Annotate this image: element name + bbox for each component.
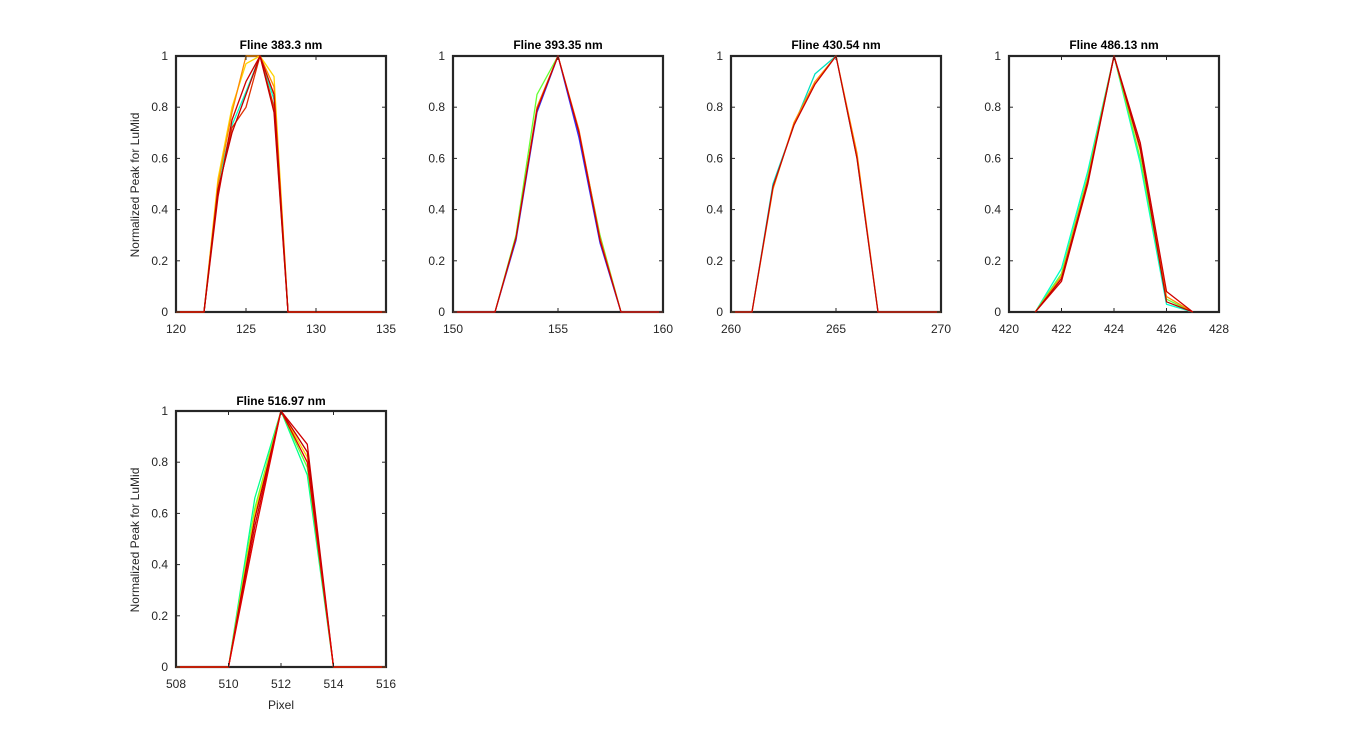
y-tick-label: 0.2 bbox=[706, 254, 723, 268]
y-tick-label: 1 bbox=[438, 49, 445, 63]
y-tick-label: 0.2 bbox=[428, 254, 445, 268]
y-tick-label: 0.4 bbox=[151, 203, 168, 217]
plot-area bbox=[176, 55, 386, 313]
x-tick-label: 260 bbox=[721, 322, 741, 336]
axes-frame bbox=[174, 409, 388, 669]
y-tick-label: 0.8 bbox=[706, 100, 723, 114]
y-tick-label: 0.6 bbox=[706, 151, 723, 165]
y-tick-label: 0.6 bbox=[428, 151, 445, 165]
y-axis-label: Normalized Peak for LuMid bbox=[128, 468, 142, 613]
x-tick-label: 130 bbox=[306, 322, 326, 336]
y-tick-label: 0.2 bbox=[151, 609, 168, 623]
x-tick-label: 155 bbox=[548, 322, 568, 336]
x-tick-label: 512 bbox=[271, 677, 291, 691]
x-axis: 508 510 512 514 516 bbox=[166, 411, 396, 691]
y-tick-label: 0.4 bbox=[428, 203, 445, 217]
y-axis: 0 0.2 0.4 0.6 0.8 1 bbox=[151, 404, 386, 674]
y-tick-label: 1 bbox=[716, 49, 723, 63]
y-tick-label: 0.8 bbox=[151, 100, 168, 114]
y-tick-label: 0.2 bbox=[984, 254, 1001, 268]
y-tick-label: 0 bbox=[161, 305, 168, 319]
x-tick-label: 428 bbox=[1209, 322, 1229, 336]
x-axis: 150 155 160 bbox=[443, 56, 673, 336]
x-tick-label: 426 bbox=[1156, 322, 1176, 336]
y-tick-label: 0.4 bbox=[706, 203, 723, 217]
x-tick-label: 516 bbox=[376, 677, 396, 691]
series-line bbox=[176, 55, 386, 313]
subplot-fline-430: Fline 430.54 nm 260 265 270 0 0.2 0.4 0.… bbox=[706, 38, 951, 336]
axes-frame bbox=[729, 54, 943, 314]
subplot-title: Fline 430.54 nm bbox=[791, 38, 880, 52]
x-tick-label: 508 bbox=[166, 677, 186, 691]
y-tick-label: 0.6 bbox=[151, 151, 168, 165]
y-tick-label: 0 bbox=[716, 305, 723, 319]
subplot-title: Fline 486.13 nm bbox=[1069, 38, 1158, 52]
x-axis: 120 125 130 135 bbox=[166, 56, 396, 336]
y-tick-label: 0.4 bbox=[151, 558, 168, 572]
subplot-fline-393: Fline 393.35 nm 150 155 160 0 0.2 0.4 0.… bbox=[428, 38, 673, 336]
x-tick-label: 424 bbox=[1104, 322, 1124, 336]
subplot-title: Fline 516.97 nm bbox=[236, 394, 325, 408]
x-tick-label: 125 bbox=[236, 322, 256, 336]
y-tick-label: 0.6 bbox=[151, 506, 168, 520]
y-axis: 0 0.2 0.4 0.6 0.8 1 bbox=[151, 49, 386, 319]
x-tick-label: 270 bbox=[931, 322, 951, 336]
x-axis-label: Pixel bbox=[268, 698, 294, 712]
x-tick-label: 160 bbox=[653, 322, 673, 336]
x-tick-label: 422 bbox=[1051, 322, 1071, 336]
subplot-title: Fline 383.3 nm bbox=[240, 38, 323, 52]
subplot-title: Fline 393.35 nm bbox=[513, 38, 602, 52]
y-tick-label: 1 bbox=[161, 404, 168, 418]
subplot-fline-486: Fline 486.13 nm 420 422 424 426 428 0 0.… bbox=[984, 38, 1229, 336]
y-tick-label: 0.8 bbox=[428, 100, 445, 114]
x-tick-label: 420 bbox=[999, 322, 1019, 336]
y-tick-label: 0.8 bbox=[151, 455, 168, 469]
x-axis: 260 265 270 bbox=[721, 56, 951, 336]
subplot-fline-516: Fline 516.97 nm Normalized Peak for LuMi… bbox=[128, 394, 396, 712]
y-tick-label: 1 bbox=[161, 49, 168, 63]
y-tick-label: 0 bbox=[438, 305, 445, 319]
y-tick-label: 0.4 bbox=[984, 203, 1001, 217]
y-tick-label: 0.6 bbox=[984, 151, 1001, 165]
x-tick-label: 135 bbox=[376, 322, 396, 336]
x-axis: 420 422 424 426 428 bbox=[999, 56, 1229, 336]
subplot-fline-383: Fline 383.3 nm Normalized Peak for LuMid… bbox=[128, 38, 396, 336]
x-tick-label: 120 bbox=[166, 322, 186, 336]
x-tick-label: 265 bbox=[826, 322, 846, 336]
y-tick-label: 0.8 bbox=[984, 100, 1001, 114]
axes-frame bbox=[451, 54, 665, 314]
y-tick-label: 0.2 bbox=[151, 254, 168, 268]
y-tick-label: 0 bbox=[161, 660, 168, 674]
y-tick-label: 1 bbox=[994, 49, 1001, 63]
y-axis: 0 0.2 0.4 0.6 0.8 1 bbox=[428, 49, 663, 319]
axes-frame bbox=[1007, 54, 1221, 314]
y-tick-label: 0 bbox=[994, 305, 1001, 319]
x-tick-label: 510 bbox=[218, 677, 238, 691]
y-axis: 0 0.2 0.4 0.6 0.8 1 bbox=[984, 49, 1219, 319]
y-axis-label: Normalized Peak for LuMid bbox=[128, 113, 142, 258]
x-tick-label: 514 bbox=[323, 677, 343, 691]
y-axis: 0 0.2 0.4 0.6 0.8 1 bbox=[706, 49, 941, 319]
x-tick-label: 150 bbox=[443, 322, 463, 336]
